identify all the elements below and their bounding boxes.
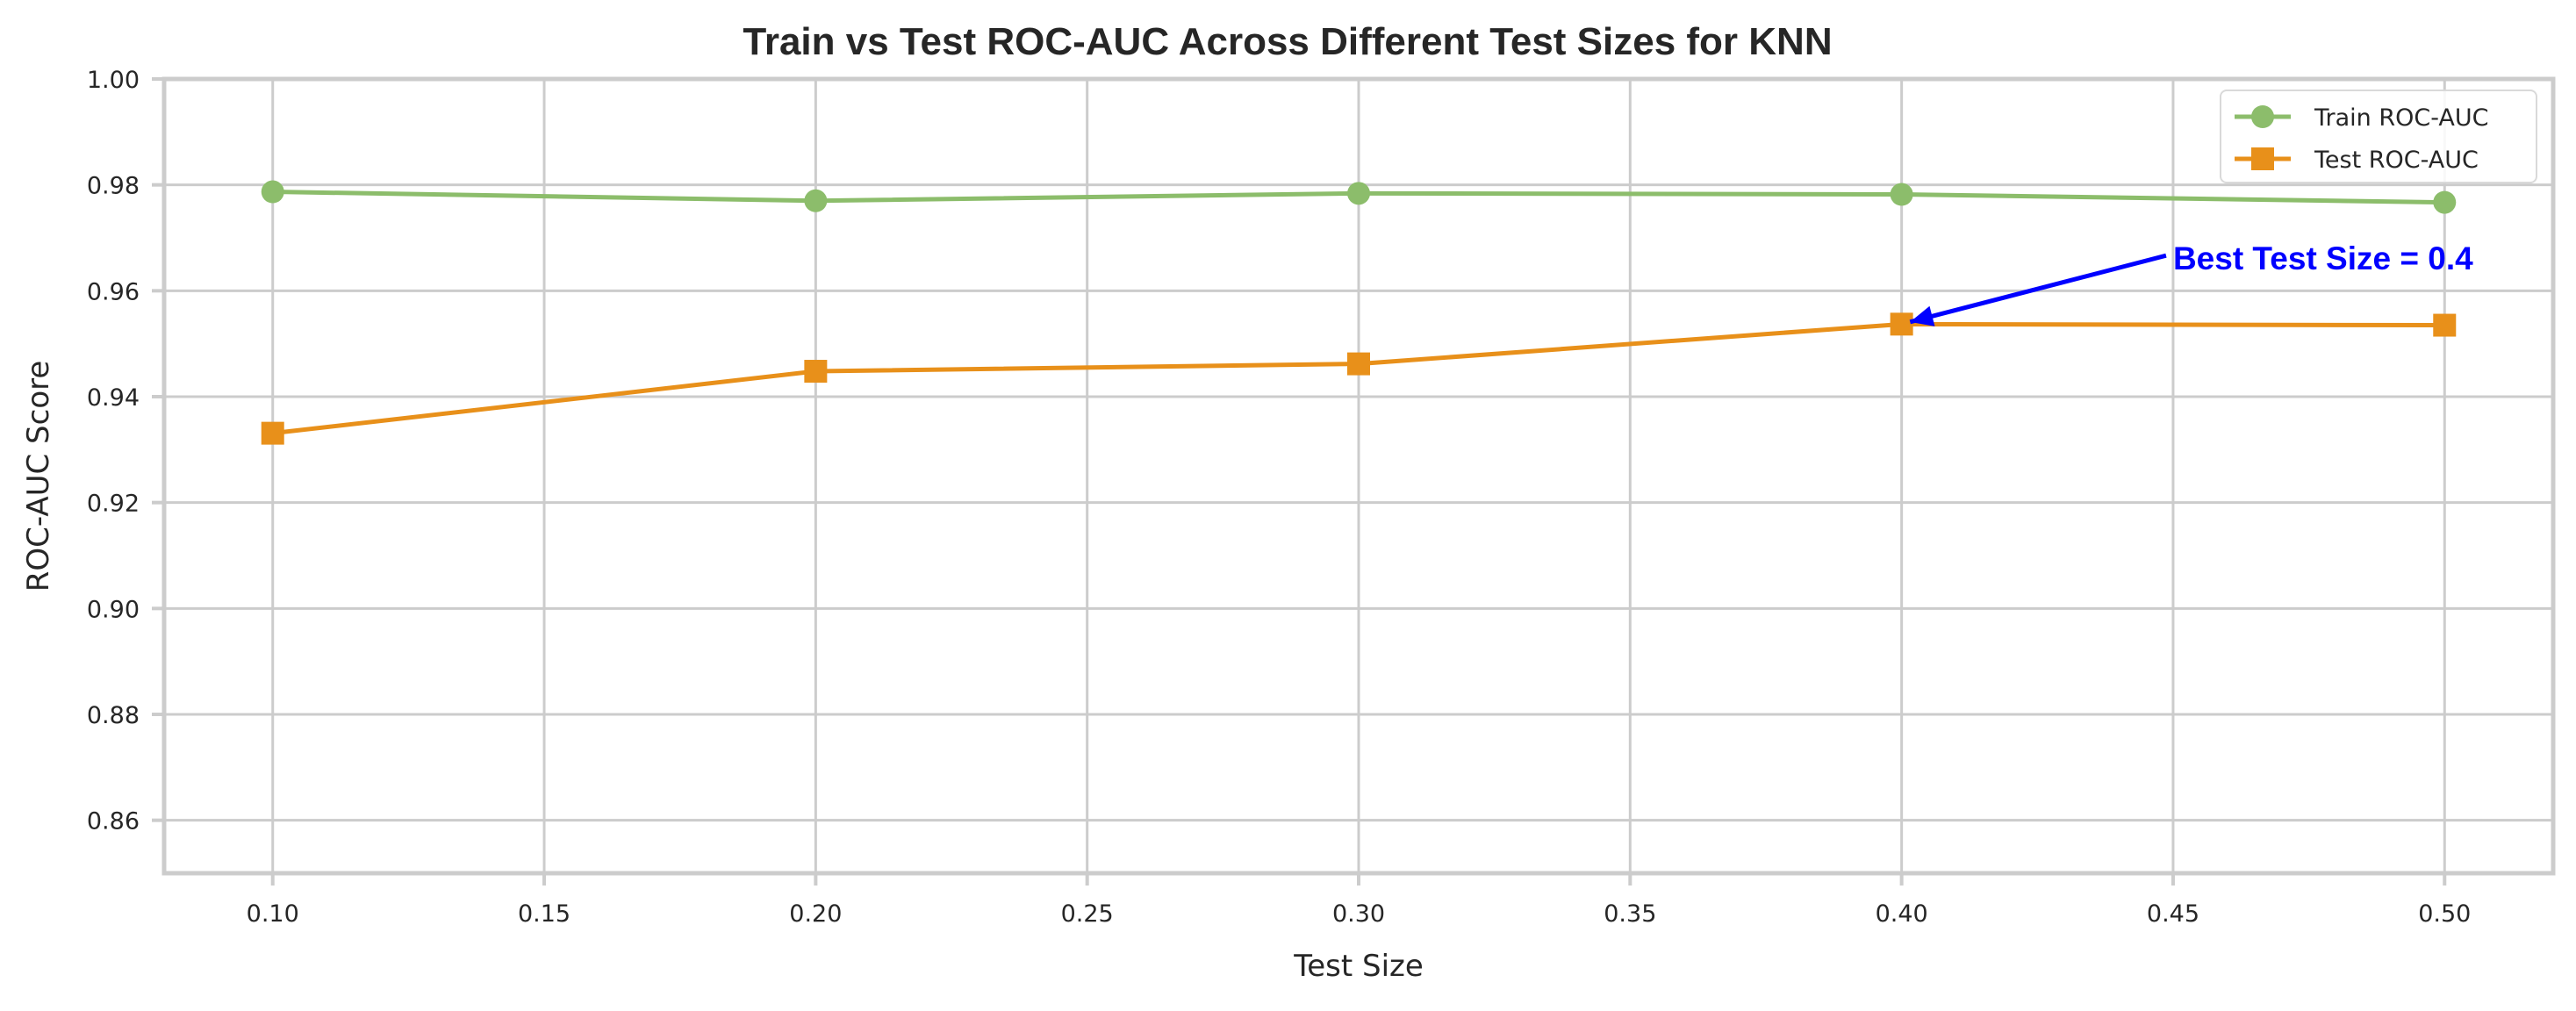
data-point [804, 189, 828, 212]
data-point [804, 360, 828, 384]
x-tick-label: 0.40 [1876, 900, 1928, 928]
legend-label: Test ROC-AUC [2314, 147, 2479, 174]
series-group [261, 180, 2457, 445]
annotation-arrow-head [1910, 305, 1935, 326]
data-point [1347, 352, 1370, 376]
x-axis-label: Test Size [1293, 949, 1424, 984]
chart-title: Train vs Test ROC-AUC Across Different T… [743, 20, 1832, 63]
data-point [2433, 313, 2457, 337]
data-point [1890, 183, 1913, 206]
y-tick-label: 0.98 [87, 173, 140, 200]
data-point [261, 421, 284, 445]
legend: Train ROC-AUC Test ROC-AUC [2220, 90, 2537, 183]
legend-item: Train ROC-AUC [2235, 104, 2488, 132]
annotation: Best Test Size = 0.4 [1909, 240, 2473, 326]
legend-marker [2251, 105, 2274, 128]
y-tick-label: 0.86 [87, 808, 140, 835]
data-point [2433, 190, 2457, 214]
x-tick-label: 0.30 [1332, 900, 1385, 928]
y-tick-label: 0.90 [87, 596, 140, 623]
series-test [261, 312, 2457, 445]
ticks: 0.10 0.15 0.20 0.25 0.30 0.35 0.40 0.45 0.50 0.86… [87, 67, 2471, 928]
x-tick-label: 0.15 [518, 900, 570, 928]
series-train [261, 180, 2457, 214]
x-tick-label: 0.20 [789, 900, 842, 928]
legend-item: Test ROC-AUC [2235, 147, 2479, 174]
legend-box [2220, 90, 2537, 183]
plot-frame [161, 76, 2556, 876]
annotation-arrow-line [1909, 253, 2167, 325]
data-point [1347, 182, 1370, 205]
y-tick-label: 0.92 [87, 491, 140, 518]
y-axis-label: ROC-AUC Score [21, 361, 56, 592]
x-tick-label: 0.45 [2147, 900, 2199, 928]
y-tick-label: 0.94 [87, 384, 140, 412]
y-tick-label: 0.96 [87, 278, 140, 305]
annotation-text: Best Test Size = 0.4 [2173, 240, 2473, 276]
legend-label: Train ROC-AUC [2314, 104, 2488, 132]
x-tick-label: 0.50 [2418, 900, 2471, 928]
x-tick-label: 0.10 [247, 900, 299, 928]
y-tick-label: 1.00 [87, 67, 140, 94]
x-tick-label: 0.25 [1061, 900, 1114, 928]
x-tick-label: 0.35 [1604, 900, 1656, 928]
legend-marker [2251, 147, 2274, 170]
data-point [1890, 312, 1913, 336]
y-tick-label: 0.88 [87, 702, 140, 729]
data-point [261, 180, 284, 204]
